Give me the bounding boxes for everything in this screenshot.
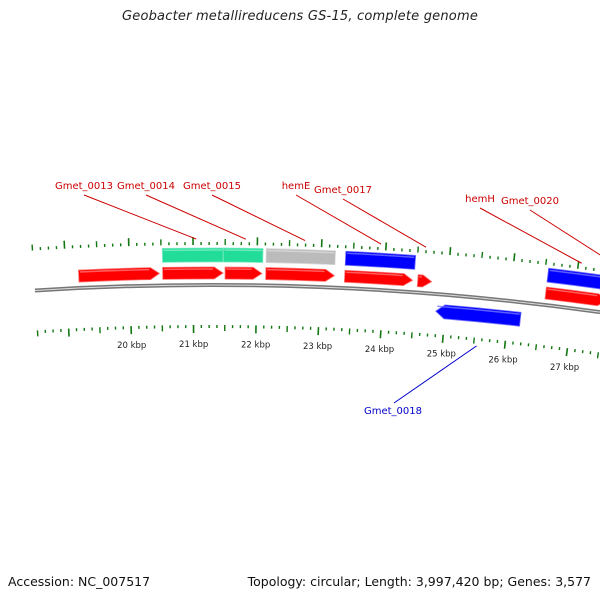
gene-label[interactable]: Gmet_0017 — [314, 185, 372, 196]
feature-highlight — [267, 249, 335, 254]
feature-outer-1[interactable] — [222, 247, 264, 263]
gene-label[interactable]: hemH — [465, 194, 495, 205]
genome-backbone — [34, 283, 600, 315]
outer-tick-ring — [31, 237, 595, 271]
kbp-scale-label: 22 kbp — [241, 340, 270, 350]
feature-highlight — [79, 268, 150, 273]
outer-tick — [576, 260, 580, 269]
label-leader-lines — [83, 194, 600, 404]
feature-highlight — [347, 252, 415, 259]
kbp-scale-labels: 20 kbp 21 kbp 22 kbp 23 kbp 24 kbp 25 kbp 26 k… — [117, 340, 579, 373]
feature-forward-7[interactable] — [162, 266, 224, 280]
leader-line — [342, 198, 427, 248]
gene-label[interactable]: hemE — [282, 181, 311, 192]
genome-summary-text: Topology: circular; Length: 3,997,420 bp… — [247, 574, 591, 589]
feature-forward-10[interactable] — [343, 269, 414, 287]
gene-label[interactable]: Gmet_0018 — [364, 406, 422, 417]
feature-highlight — [547, 288, 598, 297]
feature-reverse-16[interactable] — [435, 304, 522, 327]
genome-title: Geobacter metallireducens GS-15, complet… — [121, 9, 479, 24]
leader-line — [211, 194, 306, 242]
leader-line — [479, 207, 582, 264]
leader-line — [83, 194, 197, 240]
feature-highlight — [267, 268, 325, 273]
kbp-scale-label: 26 kbp — [488, 356, 517, 366]
kbp-scale-label: 24 kbp — [365, 345, 394, 355]
feature-highlight — [346, 271, 403, 277]
backbone-outer-line — [34, 283, 600, 315]
outer-tick — [449, 247, 452, 256]
backbone-highlight-line — [34, 284, 600, 313]
inner-tick — [473, 337, 475, 344]
leader-line — [295, 194, 382, 245]
leader-line — [393, 345, 477, 404]
feature-highlight — [437, 305, 520, 315]
inner-tick — [503, 340, 507, 349]
kbp-scale-label: 27 kbp — [550, 363, 579, 373]
gene-label[interactable]: Gmet_0015 — [183, 181, 241, 192]
feature-highlight — [549, 269, 600, 278]
feature-forward-11[interactable] — [416, 274, 433, 288]
kbp-scale-label: 25 kbp — [427, 350, 456, 360]
kbp-scale-label: 21 kbp — [179, 340, 208, 350]
kbp-scale-label: 20 kbp — [117, 341, 146, 351]
leader-line — [145, 194, 247, 240]
inner-tick-ring — [36, 325, 600, 359]
gene-label[interactable]: Gmet_0013 — [55, 181, 113, 192]
outer-tick — [545, 258, 548, 265]
outer-tick — [481, 251, 484, 259]
inner-tick — [441, 334, 444, 343]
feature-outer-4[interactable] — [546, 267, 600, 290]
inner-tick — [565, 348, 569, 357]
inner-tick — [535, 344, 538, 351]
accession-text: Accession: NC_007517 — [8, 574, 151, 589]
feature-forward-12[interactable] — [544, 286, 600, 307]
gene-label[interactable]: Gmet_0020 — [501, 196, 559, 207]
feature-forward-8[interactable] — [224, 266, 263, 280]
kbp-scale-label: 23 kbp — [303, 342, 332, 352]
gene-label[interactable]: Gmet_0014 — [117, 181, 175, 192]
inner-tick — [596, 352, 600, 359]
outer-tick — [513, 253, 516, 262]
feature-track — [78, 247, 600, 327]
gene-labels: Gmet_0013 Gmet_0014 Gmet_0015 hemE Gmet_0017… — [55, 181, 559, 417]
leader-line — [529, 209, 600, 256]
